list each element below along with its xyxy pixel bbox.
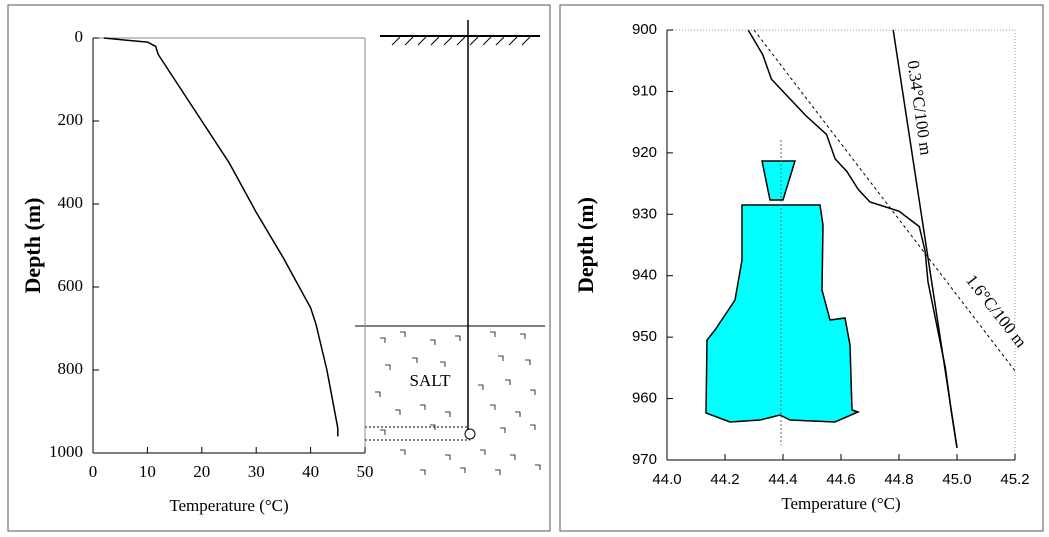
y-tick-label: 910 — [632, 82, 657, 99]
x-tick-label: 44.8 — [884, 471, 913, 488]
y-tick-label: 940 — [632, 267, 657, 284]
y-tick-label: 920 — [632, 144, 657, 161]
x-tick-label: 0 — [89, 462, 98, 481]
y-tick-label: 900 — [632, 21, 657, 38]
panel-border — [559, 4, 1044, 532]
x-tick-label: 10 — [139, 462, 156, 481]
panel-border — [7, 4, 551, 532]
x-axis-label: Temperature (°C) — [169, 496, 288, 515]
data-line — [747, 29, 958, 448]
y-tick-label: 600 — [58, 276, 84, 295]
x-axis-label: Temperature (°C) — [781, 494, 900, 513]
x-tick-label: 40 — [302, 462, 319, 481]
y-tick-label: 400 — [58, 193, 84, 212]
x-tick-label: 44.0 — [652, 471, 681, 488]
y-axis-label: Depth (m) — [573, 197, 598, 293]
x-tick-label: 45.0 — [942, 471, 971, 488]
borehole-schematic — [355, 20, 545, 475]
distribution-shape — [705, 160, 861, 423]
annotation: 1.6°C/100 m — [962, 271, 1031, 351]
y-tick-label: 960 — [632, 390, 657, 407]
annotation: 0.34°C/100 m — [904, 59, 936, 156]
x-tick-label: 45.2 — [1000, 471, 1029, 488]
y-tick-label: 970 — [632, 451, 657, 468]
x-tick-label: 30 — [248, 462, 265, 481]
data-line — [892, 29, 958, 448]
y-tick-label: 1000 — [49, 442, 83, 461]
data-line — [103, 37, 339, 437]
x-tick-label: 44.4 — [768, 471, 797, 488]
y-tick-label: 950 — [632, 328, 657, 345]
y-tick-label: 200 — [58, 110, 84, 129]
annotation: SALT — [410, 371, 452, 390]
y-tick-label: 930 — [632, 205, 657, 222]
x-tick-label: 50 — [357, 462, 374, 481]
x-tick-label: 20 — [193, 462, 210, 481]
y-tick-label: 0 — [75, 27, 84, 46]
y-axis-label: Depth (m) — [20, 198, 45, 294]
x-tick-label: 44.6 — [826, 471, 855, 488]
y-tick-label: 800 — [58, 359, 84, 378]
x-tick-label: 44.2 — [710, 471, 739, 488]
